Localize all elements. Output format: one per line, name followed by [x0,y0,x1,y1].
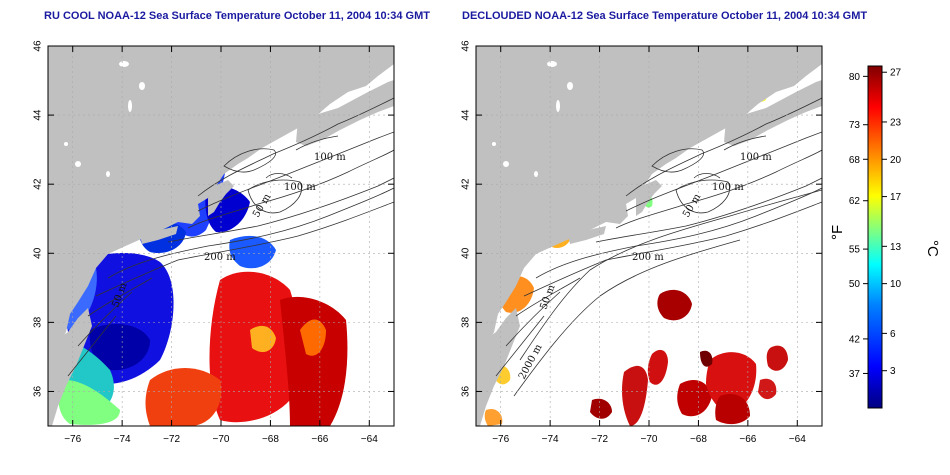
right-lat-label-1: 38 [461,316,472,328]
left-lat-label-2: 40 [33,247,44,259]
left-lat-label-3: 42 [33,178,44,190]
left-lon-label-2: −72 [163,434,180,445]
right-lon-label-3: −70 [641,434,658,445]
left-map-ticks: −76 −74 −72 −70 −68 −66 −64 36 38 40 42 44 46 [33,40,394,445]
right-lat-label-2: 40 [461,247,472,259]
right-lat-label-5: 46 [461,40,472,52]
colorbar-gradient [867,65,883,409]
celsius-tick-label-7: 3 [890,366,896,377]
left-lat-label-5: 46 [33,40,44,52]
left-map-title: RU COOL NOAA-12 Sea Surface Temperature … [44,10,430,22]
left-lon-label-4: −68 [262,434,279,445]
left-lat-label-4: 44 [33,109,44,121]
left-map-grid [48,45,394,426]
left-lon-label-0: −76 [64,434,81,445]
fahrenheit-tick-label-7: 37 [849,369,861,380]
celsius-unit-label: °C [924,240,941,257]
left-lon-label-5: −66 [311,434,328,445]
right-lon-label-5: −66 [739,434,756,445]
fahrenheit-tick-label-5: 50 [849,279,861,290]
fahrenheit-unit-label: °F [829,225,846,240]
right-lon-label-2: −72 [591,434,608,445]
left-lat-label-1: 38 [33,316,44,328]
fahrenheit-tick-label-1: 73 [849,120,861,131]
left-lon-label-6: −64 [361,434,378,445]
right-lon-label-4: −68 [690,434,707,445]
fahrenheit-tick-label-0: 80 [849,72,861,83]
right-lat-label-0: 36 [461,385,472,397]
right-map-grid [476,45,822,426]
celsius-tick-label-6: 6 [890,329,896,340]
right-lon-label-1: −74 [542,434,559,445]
left-lat-label-0: 36 [33,385,44,397]
celsius-tick-label-5: 10 [890,279,902,290]
fahrenheit-tick-label-3: 62 [849,196,861,207]
right-isobath-label-1: 100 m [740,152,772,163]
fahrenheit-tick-label-2: 68 [849,155,861,166]
fahrenheit-tick-label-4: 55 [849,245,861,256]
left-lon-label-3: −70 [213,434,230,445]
right-map-title: DECLOUDED NOAA-12 Sea Surface Temperatur… [462,10,868,22]
celsius-tick-label-0: 27 [890,68,902,79]
right-isobath-label-2: 100 m [712,182,744,193]
right-lat-label-4: 44 [461,109,472,121]
celsius-tick-label-2: 20 [890,155,902,166]
colorbar: 27 23 20 17 13 10 6 3 80 73 68 62 55 50 42 37 °F °C [829,65,941,409]
right-isobath-label-4: 200 m [632,252,664,263]
right-lat-label-3: 42 [461,178,472,190]
right-lon-label-6: −64 [789,434,806,445]
left-lon-label-1: −74 [114,434,131,445]
celsius-tick-label-4: 13 [890,242,902,253]
celsius-tick-label-3: 17 [890,192,902,203]
celsius-tick-label-1: 23 [890,117,902,128]
right-map-ticks: −76 −74 −72 −70 −68 −66 −64 36 38 40 42 44 46 [461,40,822,445]
left-isobath-label-2: 100 m [284,182,316,193]
right-lon-label-0: −76 [492,434,509,445]
fahrenheit-tick-label-6: 42 [849,334,861,345]
left-isobath-label-4: 200 m [204,252,236,263]
colorbar-ticks: 27 23 20 17 13 10 6 3 80 73 68 62 55 50 42 37 [849,68,902,380]
left-isobath-label-1: 100 m [314,152,346,163]
